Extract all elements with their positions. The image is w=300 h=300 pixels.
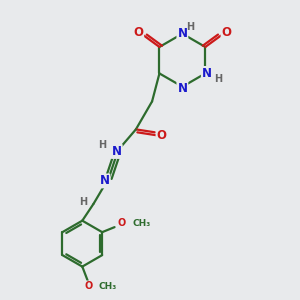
Text: N: N [202, 67, 212, 80]
Text: H: H [79, 196, 87, 206]
Text: H: H [214, 74, 223, 84]
Text: CH₃: CH₃ [132, 219, 151, 228]
Text: O: O [117, 218, 125, 228]
Text: O: O [157, 129, 166, 142]
Text: N: N [112, 145, 122, 158]
Text: N: N [177, 82, 188, 95]
Text: N: N [99, 174, 110, 188]
Text: H: H [98, 140, 106, 150]
Text: N: N [177, 27, 188, 40]
Text: O: O [221, 26, 232, 39]
Text: H: H [187, 22, 195, 32]
Text: O: O [84, 281, 92, 291]
Text: O: O [133, 26, 143, 39]
Text: CH₃: CH₃ [99, 282, 117, 291]
